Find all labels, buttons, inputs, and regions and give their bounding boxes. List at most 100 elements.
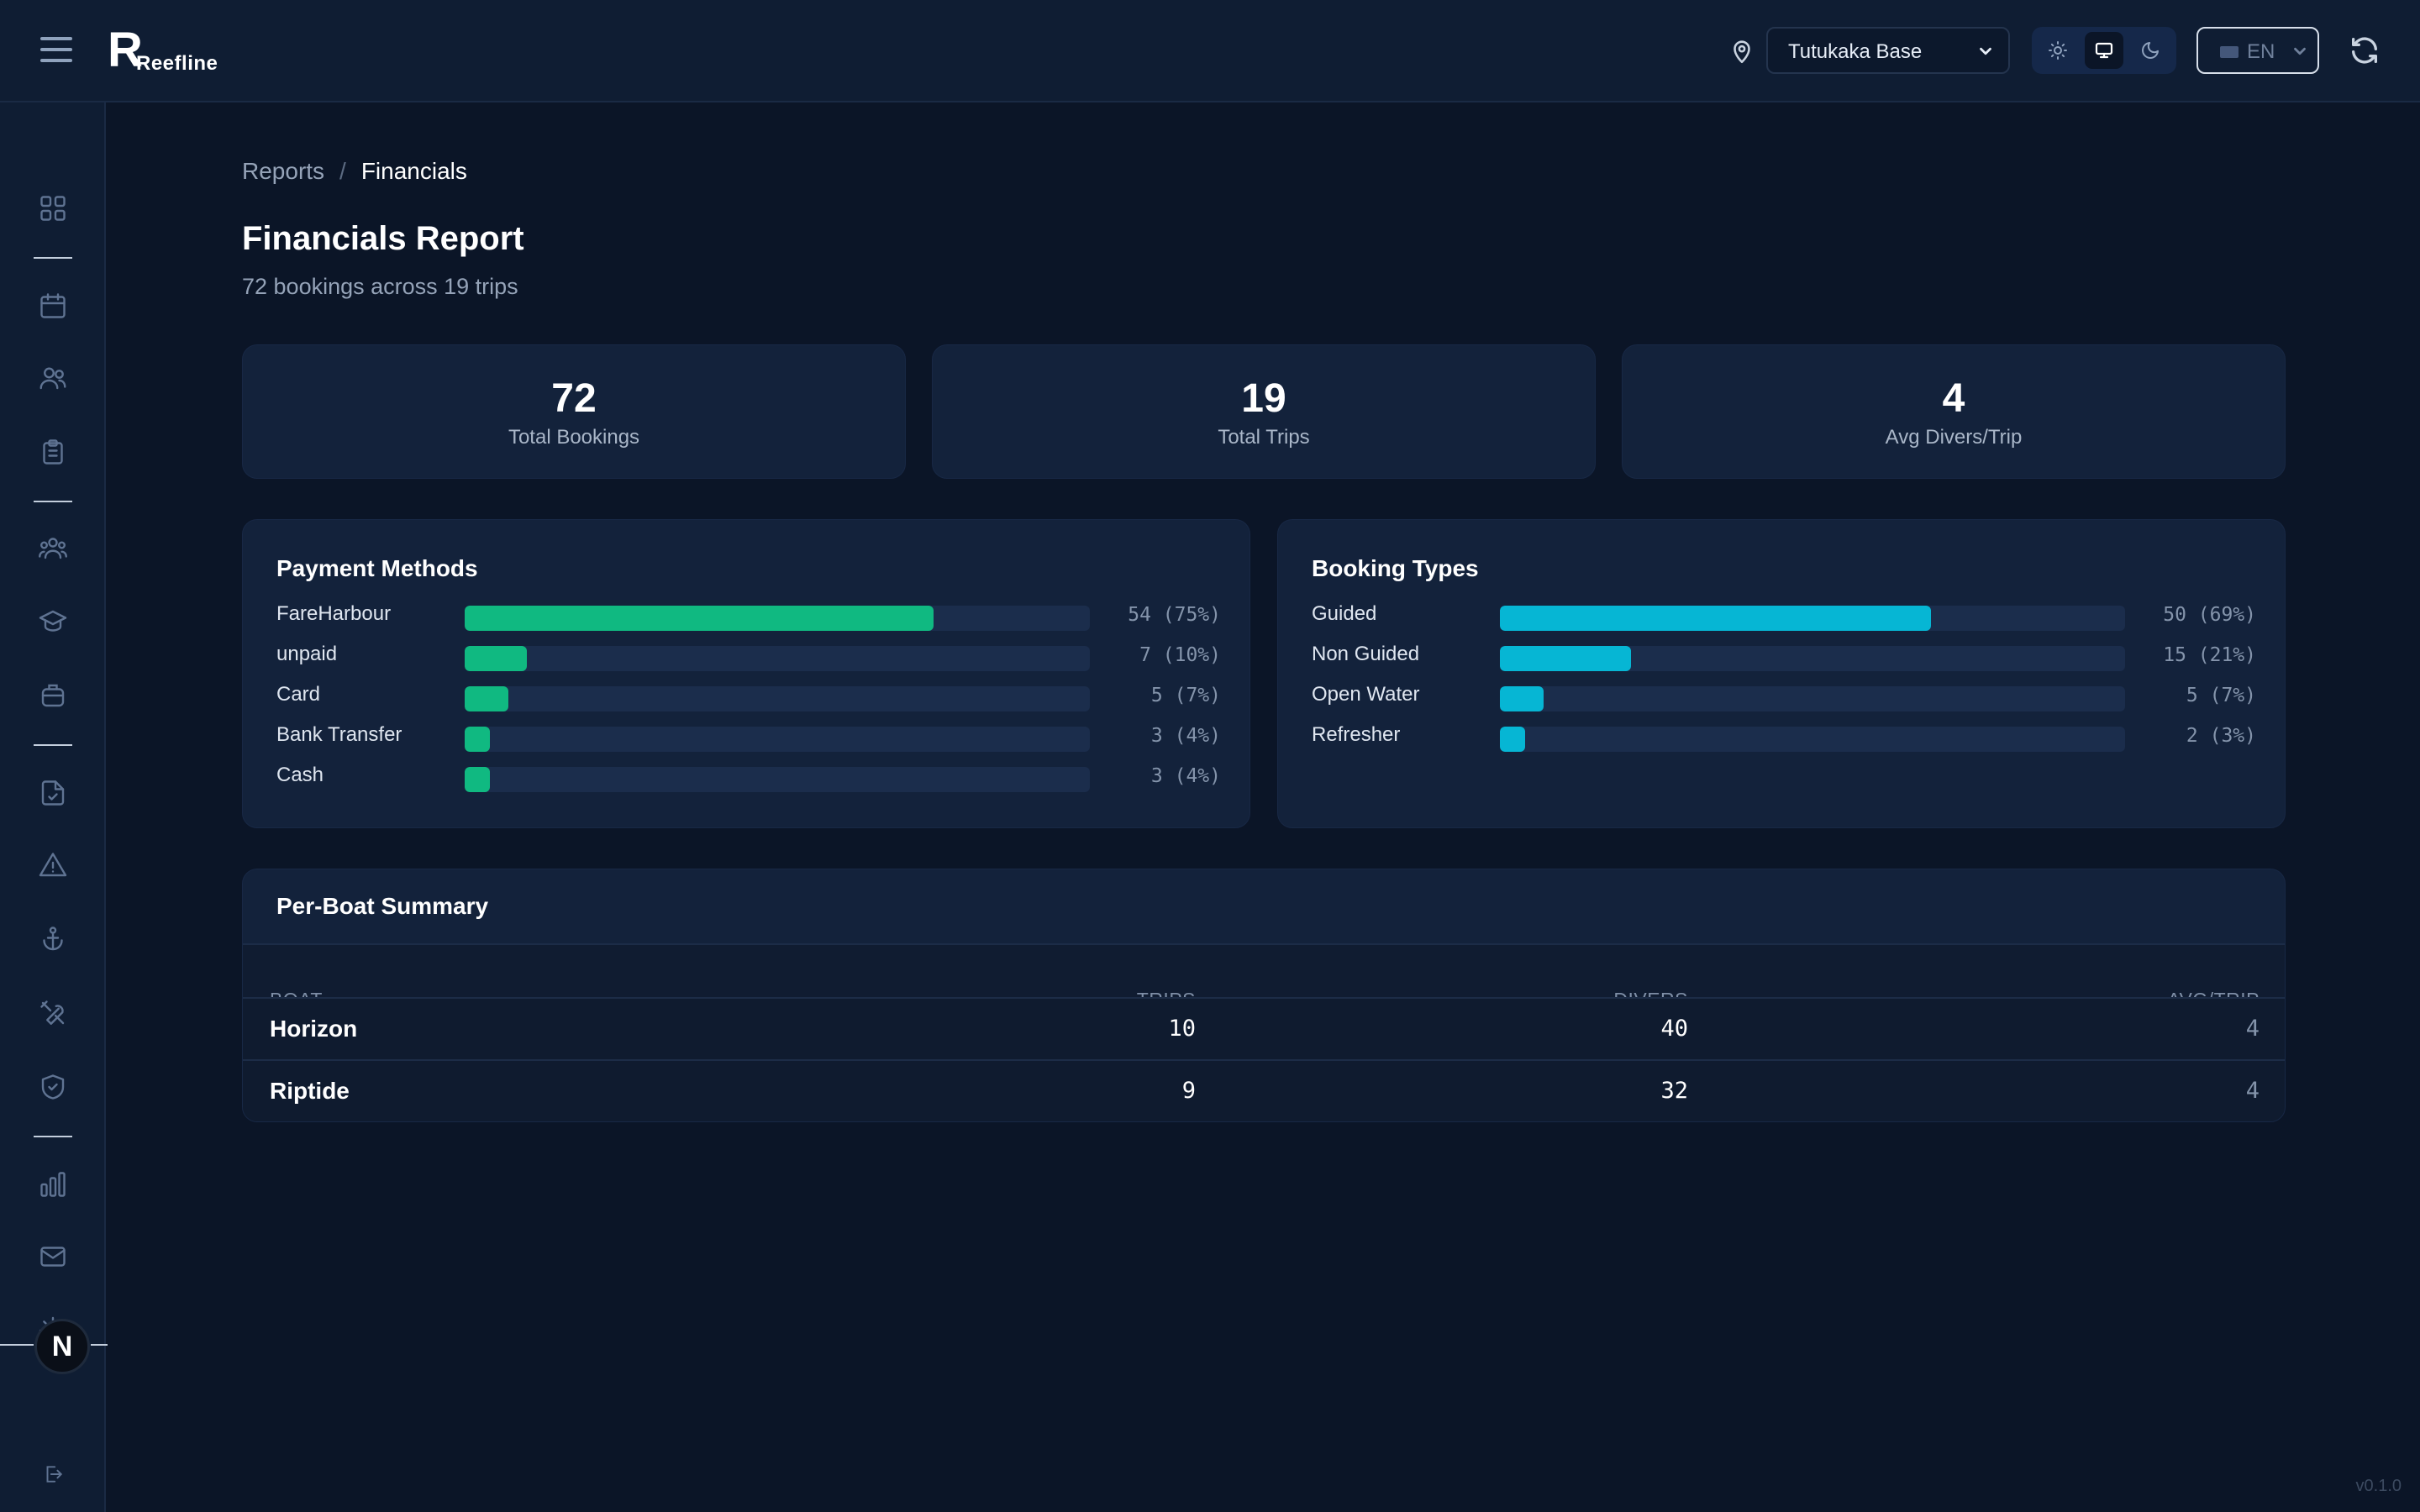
booking-type-value: 2 (3%): [2186, 725, 2256, 747]
payment-method-value: 5 (7%): [1150, 685, 1221, 706]
boat-name: Riptide: [270, 1078, 350, 1104]
booking-type-bar-fill: [1500, 727, 1525, 752]
maintenance-icon[interactable]: [38, 998, 68, 1028]
monitor-icon: [2095, 42, 2113, 59]
table-row[interactable]: Horizon 10 40 4: [243, 997, 2285, 1059]
breadcrumb-reports-link[interactable]: Reports: [242, 158, 325, 184]
booking-type-bar-fill: [1500, 686, 1544, 711]
clipboard-icon[interactable]: [38, 437, 68, 467]
payment-method-label: unpaid: [276, 643, 338, 665]
logout-icon[interactable]: [42, 1463, 64, 1485]
booking-type-row: Guided 50 (69%): [1312, 599, 2256, 633]
avg-per-trip: 4: [2245, 1016, 2260, 1042]
booking-type-row: Open Water 5 (7%): [1312, 680, 2256, 713]
payment-method-bar-fill: [465, 767, 490, 792]
payment-method-bar-fill: [465, 686, 509, 711]
top-bar: R Reefline Tutukaka Base EN: [0, 0, 2420, 102]
incident-icon[interactable]: [38, 850, 68, 880]
payment-method-value: 54 (75%): [1128, 604, 1221, 626]
user-avatar[interactable]: N: [34, 1319, 90, 1374]
booking-types-title: Booking Types: [1312, 555, 1479, 581]
logo[interactable]: R Reefline: [108, 23, 218, 77]
payment-methods-panel: Payment Methods FareHarbour 54 (75%) unpai…: [242, 519, 1250, 828]
booking-type-row: Refresher 2 (3%): [1312, 720, 2256, 753]
payment-method-row: FareHarbour 54 (75%): [276, 599, 1221, 633]
safety-icon[interactable]: [38, 1072, 68, 1102]
stat-label: Total Bookings: [508, 426, 640, 449]
sidebar: [0, 102, 106, 1512]
booking-type-label: Non Guided: [1312, 643, 1420, 665]
page-subtitle: 72 bookings across 19 trips: [242, 274, 518, 299]
chevron-down-icon: [2294, 47, 2306, 55]
refresh-icon[interactable]: [2348, 34, 2381, 67]
language-select[interactable]: EN: [2196, 27, 2319, 74]
payment-method-label: Bank Transfer: [276, 723, 402, 746]
location-pin-icon: [1733, 40, 1750, 64]
booking-type-bar-track: [1500, 606, 2125, 631]
payment-method-bar-fill: [465, 646, 528, 671]
stat-label: Total Trips: [1218, 426, 1310, 449]
language-select-value: EN: [2247, 40, 2275, 63]
payment-method-value: 7 (10%): [1139, 644, 1221, 666]
booking-type-value: 15 (21%): [2163, 644, 2256, 666]
location-select[interactable]: Tutukaka Base: [1766, 27, 2010, 74]
customers-icon[interactable]: [38, 363, 68, 393]
waiver-icon[interactable]: [38, 778, 68, 808]
booking-type-label: Guided: [1312, 602, 1377, 625]
theme-switcher: [2032, 27, 2176, 74]
trips-count: 9: [1181, 1078, 1196, 1104]
payment-method-bar-track: [465, 606, 1090, 631]
stat-value: 72: [551, 376, 597, 421]
payment-methods-title: Payment Methods: [276, 555, 478, 581]
payment-method-row: unpaid 7 (10%): [276, 639, 1221, 673]
per-boat-summary-panel: Per-Boat Summary BOAT TRIPS DIVERS AVG/T…: [242, 869, 2286, 1122]
booking-type-bar-track: [1500, 646, 2125, 671]
system-theme-button[interactable]: [2085, 32, 2123, 69]
payment-method-bar-track: [465, 646, 1090, 671]
divers-count: 32: [1660, 1078, 1688, 1104]
calendar-icon[interactable]: [38, 291, 68, 321]
payment-method-bar-track: [465, 727, 1090, 752]
payment-method-bar-fill: [465, 606, 934, 631]
chevron-down-icon: [1980, 47, 1991, 55]
reports-icon[interactable]: [38, 1169, 68, 1200]
booking-type-value: 50 (69%): [2163, 604, 2256, 626]
payment-method-row: Bank Transfer 3 (4%): [276, 720, 1221, 753]
booking-type-bar-fill: [1500, 606, 1932, 631]
avg-per-trip: 4: [2245, 1078, 2260, 1104]
dark-theme-button[interactable]: [2131, 32, 2170, 69]
dashboard-icon[interactable]: [38, 193, 68, 223]
booking-type-bar-track: [1500, 686, 2125, 711]
stat-value: 4: [1942, 376, 1965, 421]
booking-type-bar-fill: [1500, 646, 1632, 671]
table-row[interactable]: Riptide 9 32 4: [243, 1059, 2285, 1121]
menu-toggle-icon[interactable]: [40, 37, 72, 64]
breadcrumb-current: Financials: [360, 158, 467, 184]
light-theme-button[interactable]: [2039, 32, 2077, 69]
location-select-value: Tutukaka Base: [1788, 40, 1923, 63]
payment-method-label: Cash: [276, 764, 324, 786]
payment-method-label: FareHarbour: [276, 602, 392, 625]
payment-method-value: 3 (4%): [1150, 765, 1221, 787]
trips-count: 10: [1168, 1016, 1196, 1042]
stat-card-total-trips: 19 Total Trips: [932, 344, 1596, 479]
equipment-icon[interactable]: [38, 680, 68, 711]
payment-method-value: 3 (4%): [1150, 725, 1221, 747]
staff-icon[interactable]: [38, 533, 68, 563]
stat-label: Avg Divers/Trip: [1885, 426, 2023, 449]
payment-method-row: Card 5 (7%): [276, 680, 1221, 713]
breadcrumb-separator: /: [339, 158, 346, 184]
app-version: v0.1.0: [2355, 1477, 2402, 1495]
sun-icon: [2049, 41, 2067, 60]
booking-types-panel: Booking Types Guided 50 (69%) Non Guided 15…: [1277, 519, 2286, 828]
divers-count: 40: [1660, 1016, 1688, 1042]
mail-icon[interactable]: [38, 1242, 68, 1272]
payment-method-bar-fill: [465, 727, 490, 752]
boat-icon[interactable]: [38, 924, 68, 954]
payment-method-label: Card: [276, 683, 321, 706]
stat-card-avg-divers: 4 Avg Divers/Trip: [1622, 344, 2286, 479]
breadcrumb: Reports / Financials: [242, 158, 467, 185]
courses-icon[interactable]: [38, 606, 68, 637]
booking-type-label: Refresher: [1312, 723, 1401, 746]
booking-type-bar-track: [1500, 727, 2125, 752]
